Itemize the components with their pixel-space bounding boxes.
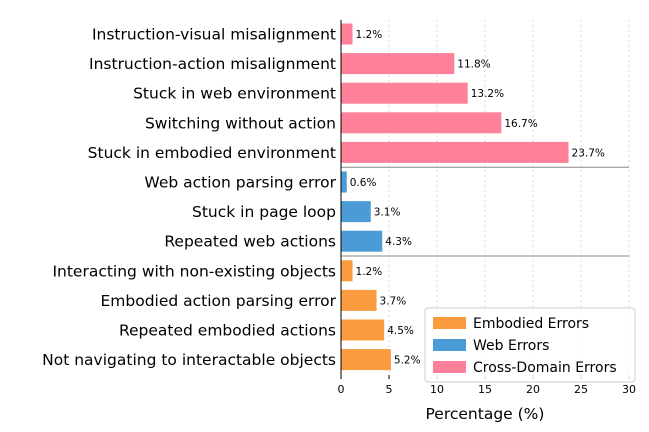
legend-box xyxy=(424,307,636,383)
value-labels: 1.2% 11.8% 13.2% 16.7% 23.7% 0.6% 3.1% 4.3% 1.2%… xyxy=(350,29,605,367)
category-label-repeated-web-actions: Repeated web actions xyxy=(164,233,336,251)
bar-stuck-in-web-environment xyxy=(341,82,468,104)
group-separators xyxy=(341,166,629,257)
legend: Embodied Errors Web Errors Cross-Domain Er… xyxy=(424,307,636,383)
value-label-embodied-action-parsing-error: 3.7% xyxy=(380,295,407,307)
category-label-embodied-action-parsing-error: Embodied action parsing error xyxy=(100,292,336,310)
legend-label-web: Web Errors xyxy=(473,338,549,354)
value-label-interacting-with-non-existing-objects: 1.2% xyxy=(356,266,383,278)
bar-repeated-embodied-actions xyxy=(341,319,385,341)
x-tick-label-20: 20 xyxy=(526,383,540,396)
value-label-instruction-action-misalignment: 11.8% xyxy=(457,59,490,71)
category-label-switching-without-action: Switching without action xyxy=(145,114,336,132)
value-label-repeated-embodied-actions: 4.5% xyxy=(387,325,414,337)
x-axis-title: Percentage (%) xyxy=(426,405,545,423)
category-label-stuck-in-page-loop: Stuck in page loop xyxy=(192,203,336,221)
bars xyxy=(341,23,569,371)
category-label-not-navigating-to-interactable-objects: Not navigating to interactable objects xyxy=(42,351,336,369)
legend-swatch-web xyxy=(433,339,466,351)
value-label-repeated-web-actions: 4.3% xyxy=(385,236,412,248)
bar-instruction-action-misalignment xyxy=(341,53,455,75)
value-label-switching-without-action: 16.7% xyxy=(504,118,537,130)
x-tick-label-0: 0 xyxy=(338,383,345,396)
legend-swatch-embodied xyxy=(433,317,466,329)
bar-web-action-parsing-error xyxy=(341,171,347,193)
legend-swatch-cross xyxy=(433,361,466,373)
category-label-instruction-visual-misalignment: Instruction-visual misalignment xyxy=(92,26,336,44)
legend-label-embodied: Embodied Errors xyxy=(473,316,589,332)
legend-label-cross: Cross-Domain Errors xyxy=(473,360,617,376)
value-label-not-navigating-to-interactable-objects: 5.2% xyxy=(394,355,421,367)
bar-repeated-web-actions xyxy=(341,230,383,252)
bar-stuck-in-embodied-environment xyxy=(341,141,569,163)
value-label-instruction-visual-misalignment: 1.2% xyxy=(356,29,383,41)
bar-switching-without-action xyxy=(341,112,502,134)
bar-stuck-in-page-loop xyxy=(341,201,371,223)
bar-not-navigating-to-interactable-objects xyxy=(341,349,391,371)
x-tick-label-5: 5 xyxy=(386,383,393,396)
category-label-instruction-action-misalignment: Instruction-action misalignment xyxy=(89,55,336,73)
category-label-stuck-in-embodied-environment: Stuck in embodied environment xyxy=(88,144,336,162)
category-label-interacting-with-non-existing-objects: Interacting with non-existing objects xyxy=(52,262,336,280)
x-tick-label-10: 10 xyxy=(430,383,444,396)
category-label-stuck-in-web-environment: Stuck in web environment xyxy=(133,85,336,103)
value-label-stuck-in-web-environment: 13.2% xyxy=(471,88,504,100)
x-tick-label-30: 30 xyxy=(622,383,636,396)
category-label-web-action-parsing-error: Web action parsing error xyxy=(144,174,336,192)
value-label-web-action-parsing-error: 0.6% xyxy=(350,177,377,189)
value-label-stuck-in-embodied-environment: 23.7% xyxy=(572,147,605,159)
x-axis-ticks: 0 5 10 15 20 25 30 xyxy=(338,375,636,396)
category-label-repeated-embodied-actions: Repeated embodied actions xyxy=(119,322,336,340)
bar-instruction-visual-misalignment xyxy=(341,23,353,45)
category-labels: Instruction-visual misalignment Instructi… xyxy=(42,26,336,370)
bar-embodied-action-parsing-error xyxy=(341,289,377,311)
bar-interacting-with-non-existing-objects xyxy=(341,260,353,282)
x-tick-label-25: 25 xyxy=(574,383,588,396)
value-label-stuck-in-page-loop: 3.1% xyxy=(374,207,401,219)
x-tick-label-15: 15 xyxy=(478,383,492,396)
